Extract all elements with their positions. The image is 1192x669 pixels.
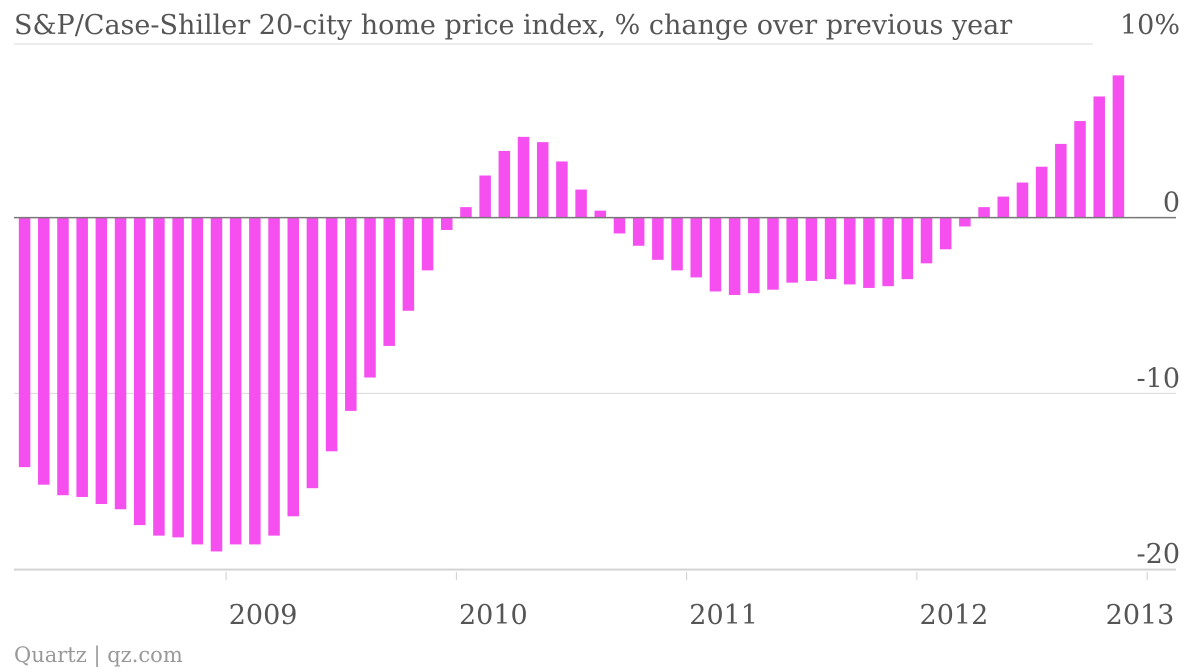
bar — [210, 217, 223, 552]
bar — [786, 217, 798, 283]
x-tick-label: 2011 — [689, 600, 758, 631]
y-tick-label: 0 — [1163, 188, 1180, 219]
bar — [268, 217, 280, 536]
bar — [114, 217, 127, 510]
bar — [1035, 166, 1048, 218]
bar — [421, 217, 434, 271]
bar — [402, 217, 415, 311]
bar — [325, 217, 338, 452]
bar — [249, 217, 261, 545]
bar — [594, 210, 607, 218]
bar — [863, 217, 875, 288]
bar — [1112, 75, 1125, 218]
bar — [1093, 96, 1105, 218]
bar — [1055, 143, 1067, 218]
bar — [1074, 121, 1086, 218]
x-tick-label: 2009 — [229, 600, 298, 631]
bar — [632, 217, 645, 246]
bar — [57, 217, 69, 496]
bar — [498, 150, 511, 218]
x-tick-label: 2013 — [1106, 600, 1175, 631]
bar — [978, 207, 990, 218]
bar — [517, 136, 530, 218]
x-tick-label: 2010 — [459, 600, 528, 631]
bar — [95, 217, 108, 505]
bar — [882, 217, 894, 287]
bar — [997, 196, 1010, 218]
bar — [536, 142, 549, 218]
bar — [556, 161, 568, 218]
chart-title: S&P/Case-Shiller 20-city home price inde… — [14, 10, 1012, 41]
bar — [652, 217, 664, 260]
bar — [38, 217, 50, 485]
bar — [901, 217, 914, 280]
bar — [805, 217, 818, 281]
bar — [191, 217, 204, 545]
gridlines — [14, 392, 1176, 570]
bar — [939, 217, 952, 250]
bars — [18, 75, 1125, 552]
bar — [287, 217, 299, 517]
bar — [306, 217, 319, 489]
y-tick-label: 10% — [1120, 10, 1180, 41]
y-tick-label: -10 — [1137, 363, 1180, 394]
bar — [18, 217, 31, 468]
bar — [959, 217, 971, 227]
bar — [460, 207, 472, 218]
bar — [767, 217, 779, 290]
x-tick-label: 2012 — [920, 600, 989, 631]
bar — [613, 217, 626, 234]
bar — [153, 217, 165, 536]
bar — [76, 217, 88, 497]
x-ticks — [225, 572, 1148, 580]
bar — [441, 217, 453, 230]
bar — [133, 217, 146, 526]
bar — [229, 217, 242, 545]
bar — [575, 189, 587, 218]
bar — [1016, 182, 1029, 218]
bar — [709, 217, 722, 292]
source-credit: Quartz | qz.com — [14, 643, 183, 668]
bar — [728, 217, 741, 295]
bar — [383, 217, 395, 346]
bar — [172, 217, 184, 538]
bar — [690, 217, 702, 278]
bar — [824, 217, 837, 280]
bar — [364, 217, 376, 378]
bar — [920, 217, 933, 264]
y-tick-label: -20 — [1137, 539, 1180, 570]
bar — [345, 217, 357, 411]
bar — [671, 217, 683, 271]
bar — [479, 175, 491, 218]
bar — [748, 217, 760, 294]
bar — [843, 217, 856, 285]
